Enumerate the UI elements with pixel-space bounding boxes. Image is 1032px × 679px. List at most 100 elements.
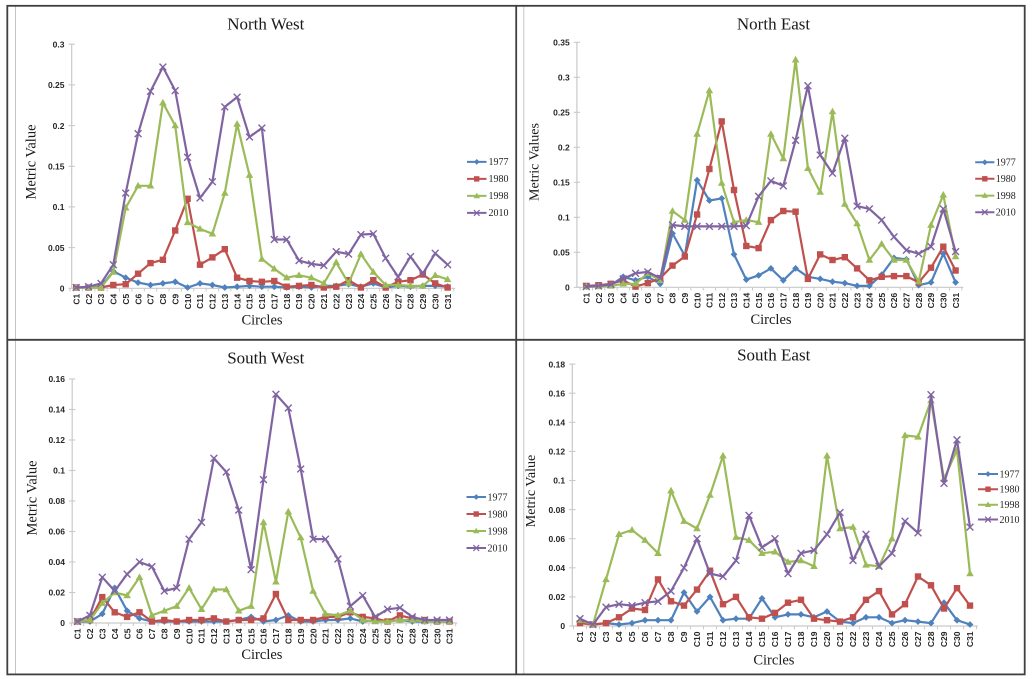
svg-text:C29: C29 xyxy=(420,628,430,644)
svg-text:C29: C29 xyxy=(939,631,949,647)
svg-text:0: 0 xyxy=(560,621,565,631)
svg-text:C8: C8 xyxy=(668,293,678,304)
svg-text:C31: C31 xyxy=(445,628,455,644)
svg-text:C3: C3 xyxy=(98,628,108,639)
svg-text:C15: C15 xyxy=(245,294,255,310)
svg-text:C4: C4 xyxy=(618,293,628,304)
svg-text:C2: C2 xyxy=(85,628,95,639)
svg-text:Circles: Circles xyxy=(750,312,791,328)
svg-text:0.15: 0.15 xyxy=(48,162,65,172)
svg-text:C20: C20 xyxy=(815,293,825,309)
svg-text:C26: C26 xyxy=(381,294,391,310)
svg-text:C22: C22 xyxy=(331,294,341,310)
svg-text:North East: North East xyxy=(737,15,810,34)
svg-text:C8: C8 xyxy=(160,628,170,639)
svg-text:C18: C18 xyxy=(282,294,292,310)
svg-text:C11: C11 xyxy=(197,628,207,643)
svg-text:0.2: 0.2 xyxy=(558,143,570,153)
svg-text:C25: C25 xyxy=(370,628,380,644)
svg-text:C15: C15 xyxy=(246,628,256,644)
svg-text:C31: C31 xyxy=(443,294,453,310)
svg-text:C9: C9 xyxy=(679,631,689,642)
svg-text:0.1: 0.1 xyxy=(558,213,570,223)
svg-text:C17: C17 xyxy=(779,293,789,309)
svg-text:C14: C14 xyxy=(232,294,242,310)
svg-text:C26: C26 xyxy=(383,628,393,644)
svg-text:C4: C4 xyxy=(110,628,120,639)
svg-text:C20: C20 xyxy=(307,294,317,310)
svg-text:C13: C13 xyxy=(220,294,230,310)
svg-text:C15: C15 xyxy=(757,631,767,647)
svg-text:C19: C19 xyxy=(803,293,813,309)
svg-text:C30: C30 xyxy=(952,631,962,647)
svg-text:Metric Value: Metric Value xyxy=(24,460,40,535)
svg-text:1977: 1977 xyxy=(488,492,508,503)
svg-text:C5: C5 xyxy=(121,294,131,305)
svg-text:C29: C29 xyxy=(418,294,428,310)
svg-text:C20: C20 xyxy=(822,631,832,647)
svg-text:C3: C3 xyxy=(606,293,616,304)
svg-text:C27: C27 xyxy=(902,293,912,309)
svg-text:2010: 2010 xyxy=(996,208,1016,219)
svg-text:C16: C16 xyxy=(770,631,780,647)
svg-text:C22: C22 xyxy=(840,293,850,309)
svg-text:0.04: 0.04 xyxy=(48,557,65,567)
svg-text:1998: 1998 xyxy=(996,191,1016,202)
svg-text:C6: C6 xyxy=(133,294,143,305)
svg-text:C9: C9 xyxy=(172,628,182,639)
svg-text:0: 0 xyxy=(565,283,570,293)
svg-text:C18: C18 xyxy=(284,628,294,644)
svg-text:0.1: 0.1 xyxy=(553,476,565,486)
svg-text:C23: C23 xyxy=(346,628,356,644)
svg-text:C19: C19 xyxy=(294,294,304,310)
svg-text:Metric Values: Metric Values xyxy=(528,123,543,201)
svg-text:2010: 2010 xyxy=(488,543,508,554)
svg-text:C19: C19 xyxy=(809,631,819,647)
svg-text:C5: C5 xyxy=(627,631,637,642)
svg-text:C28: C28 xyxy=(926,631,936,647)
svg-text:C10: C10 xyxy=(692,631,702,647)
svg-text:0.04: 0.04 xyxy=(549,563,566,573)
svg-text:C1: C1 xyxy=(73,628,83,639)
svg-text:C15: C15 xyxy=(754,293,764,309)
svg-text:C6: C6 xyxy=(135,628,145,639)
svg-text:C28: C28 xyxy=(914,293,924,309)
svg-text:0.16: 0.16 xyxy=(549,388,566,398)
svg-text:C10: C10 xyxy=(184,628,194,644)
svg-text:Circles: Circles xyxy=(753,652,794,668)
svg-text:0.18: 0.18 xyxy=(549,359,566,369)
svg-text:0.06: 0.06 xyxy=(549,534,566,544)
svg-text:C12: C12 xyxy=(208,294,218,310)
svg-text:C30: C30 xyxy=(430,294,440,310)
svg-text:C16: C16 xyxy=(259,628,269,644)
svg-text:C24: C24 xyxy=(874,631,884,647)
svg-text:1977: 1977 xyxy=(1000,469,1020,480)
svg-text:1980: 1980 xyxy=(488,509,508,520)
svg-text:C30: C30 xyxy=(432,628,442,644)
svg-text:C1: C1 xyxy=(582,293,592,304)
svg-text:2010: 2010 xyxy=(1000,515,1020,526)
svg-text:C24: C24 xyxy=(358,628,368,644)
svg-text:1980: 1980 xyxy=(489,174,509,185)
svg-text:0.2: 0.2 xyxy=(53,121,65,131)
svg-text:C5: C5 xyxy=(631,293,641,304)
svg-text:C27: C27 xyxy=(913,631,923,647)
svg-text:C17: C17 xyxy=(783,631,793,647)
svg-text:C26: C26 xyxy=(889,293,899,309)
svg-text:C27: C27 xyxy=(395,628,405,644)
svg-text:C9: C9 xyxy=(170,294,180,305)
svg-text:C11: C11 xyxy=(705,293,715,308)
svg-text:C14: C14 xyxy=(234,628,244,644)
svg-text:0.14: 0.14 xyxy=(48,405,65,415)
svg-text:1998: 1998 xyxy=(489,191,509,202)
svg-text:C6: C6 xyxy=(640,631,650,642)
svg-text:C1: C1 xyxy=(575,631,585,642)
svg-text:C28: C28 xyxy=(406,294,416,310)
svg-text:0.1: 0.1 xyxy=(53,202,65,212)
svg-text:C18: C18 xyxy=(791,293,801,309)
svg-text:Metric Value: Metric Value xyxy=(524,455,539,527)
svg-text:C14: C14 xyxy=(742,293,752,309)
svg-text:C4: C4 xyxy=(109,294,119,305)
svg-text:0.3: 0.3 xyxy=(53,39,65,49)
svg-text:C21: C21 xyxy=(319,294,329,310)
